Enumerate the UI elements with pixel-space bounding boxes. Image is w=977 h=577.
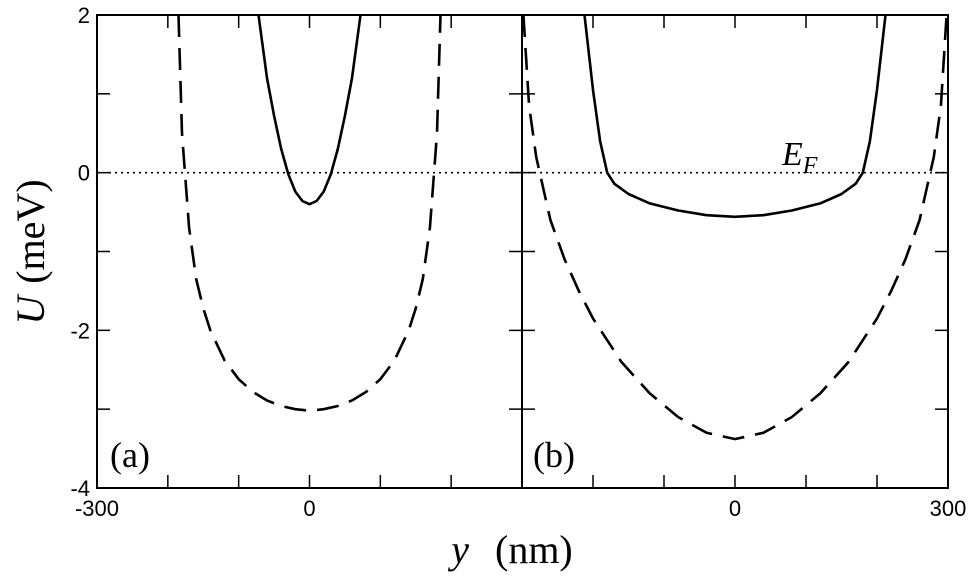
svg-text:y(nm): y (nm) — [447, 527, 573, 572]
panel-a-label: (a) — [110, 435, 150, 475]
solid-curve — [257, 14, 362, 206]
dashed-curve — [522, 14, 948, 441]
dashed-curve — [177, 14, 442, 413]
y-tick-label: -4 — [70, 476, 90, 501]
y-axis-title: U (meV) — [8, 179, 53, 324]
fermi-energy-annotation: EF — [781, 136, 818, 179]
x-tick-label: 0 — [729, 496, 741, 521]
y-tick-label: 0 — [78, 161, 90, 186]
solid-curve — [583, 14, 887, 219]
y-tick-label: -2 — [70, 318, 90, 343]
x-axis-variable: y — [447, 527, 469, 572]
y-tick-label: 2 — [78, 3, 90, 28]
y-axis-variable: U — [8, 293, 53, 325]
x-tick-label: 300 — [930, 496, 967, 521]
fermi-energy-symbol: E — [781, 136, 803, 173]
x-axis-title: y (nm) — [447, 527, 573, 572]
panel-b-label: (b) — [533, 435, 575, 475]
svg-text:U(meV): U (meV) — [8, 179, 53, 324]
panel-b-curves — [522, 14, 948, 441]
fermi-energy-subscript: F — [802, 153, 818, 179]
x-tick-label: 0 — [303, 496, 315, 521]
x-axis-unit: (nm) — [495, 527, 573, 572]
y-axis-unit: (meV) — [8, 179, 53, 283]
x-tick-label: -300 — [75, 496, 119, 521]
labels-layer: 2 0 -2 -4-300 0 0 300 — [70, 3, 966, 521]
panel-a-curves — [97, 14, 522, 413]
